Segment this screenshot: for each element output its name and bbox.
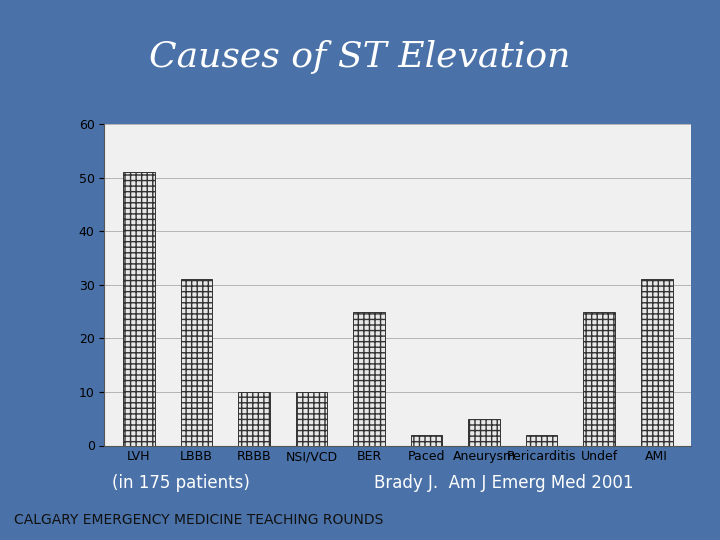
Text: Brady J.  Am J Emerg Med 2001: Brady J. Am J Emerg Med 2001 (374, 474, 634, 492)
Bar (410, 435, 442, 446)
Text: (in 175 patients): (in 175 patients) (112, 474, 249, 492)
Bar (181, 280, 212, 446)
Bar (296, 392, 328, 445)
Bar (238, 392, 270, 445)
Text: CALGARY EMERGENCY MEDICINE TEACHING ROUNDS: CALGARY EMERGENCY MEDICINE TEACHING ROUN… (14, 513, 384, 526)
Bar (354, 312, 385, 446)
Bar (641, 280, 672, 446)
Bar (583, 312, 615, 446)
Text: Causes of ST Elevation: Causes of ST Elevation (149, 40, 571, 73)
Bar (123, 172, 155, 446)
Bar (526, 435, 557, 446)
Bar (468, 418, 500, 445)
